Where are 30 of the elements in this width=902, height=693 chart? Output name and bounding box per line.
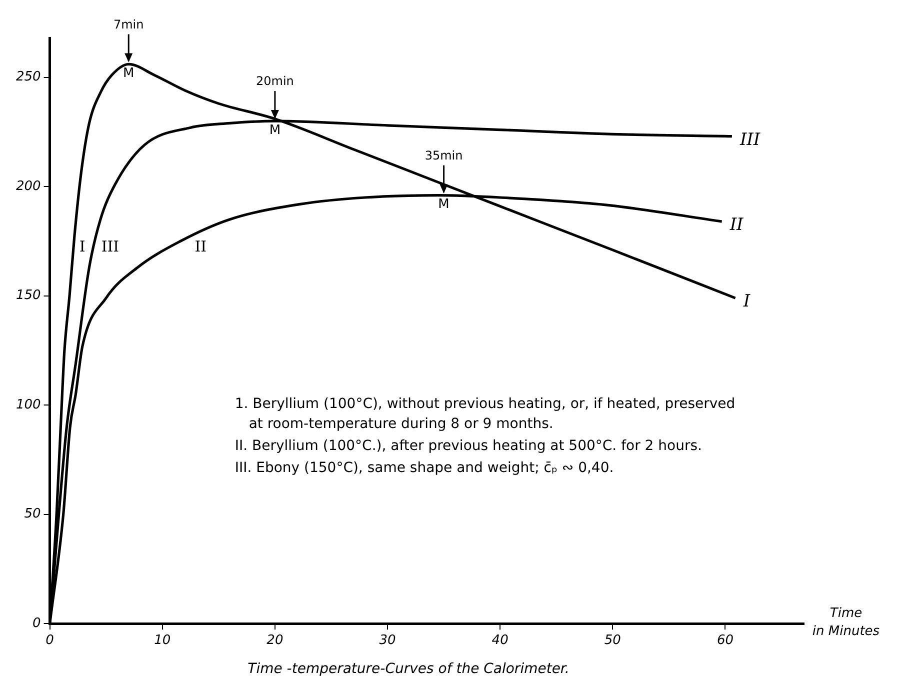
x-tick-label: 10 <box>154 632 171 648</box>
series-label: III <box>738 130 760 150</box>
y-tick-label: 50 <box>24 506 41 522</box>
y-tick-label: 200 <box>16 178 41 194</box>
y-tick-label: 100 <box>16 397 41 412</box>
y-tick-label: 250 <box>16 70 41 85</box>
annotation: 1. Beryllium (100°C), without previous heating, or, if heated, preserved at room-temperature during 8 or 9 months. <box>234 396 736 432</box>
text: Time -temperature-Curves of the Calorimeter. <box>248 661 570 678</box>
x-tick-label: 20 <box>266 632 284 648</box>
annotation: M <box>123 66 134 82</box>
annotation: M <box>438 197 450 212</box>
annotation: II. Beryllium (100°C.), after previous heating at 500°C. for 2 hours. <box>234 438 702 454</box>
annotation: I <box>79 237 86 256</box>
annotation: III. Ebony (150°C), same shape and weight; c̄ₚ ∾ 0,40. <box>234 460 614 476</box>
annotation: M <box>269 122 281 138</box>
x-tick-label: 0 <box>46 632 54 648</box>
x-tick-label: 60 <box>716 632 734 648</box>
annotation: III <box>101 237 120 256</box>
annotation: 35min <box>424 148 463 162</box>
x-tick-label: 30 <box>379 632 396 648</box>
x-axis-title: Time in Minutes <box>812 606 880 639</box>
x-tick-label: 40 <box>492 632 508 648</box>
y-tick-label: 0 <box>32 616 41 631</box>
x-tick-label: 50 <box>604 632 621 648</box>
y-tick-label: 150 <box>16 288 41 304</box>
series-label: I <box>742 291 750 312</box>
series-label: II <box>728 214 744 235</box>
annotation: 20min <box>256 74 294 88</box>
annotation: 7min <box>113 17 144 32</box>
annotation: II <box>194 237 207 256</box>
